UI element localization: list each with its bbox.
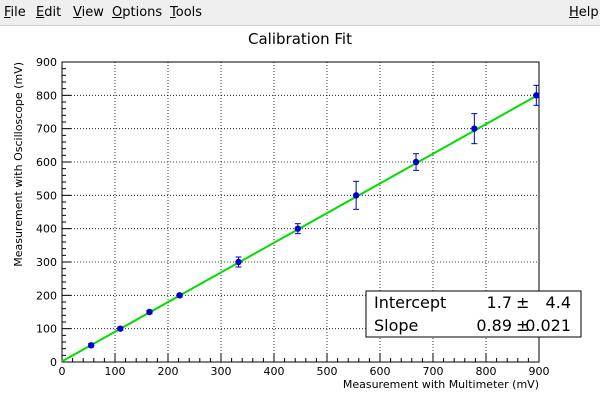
point-marker (412, 158, 420, 166)
menu-file[interactable]: File (4, 5, 26, 20)
y-tick-label: 900 (36, 56, 57, 69)
x-axis-label: Measurement with Multimeter (mV) (343, 378, 539, 391)
data-point (117, 325, 124, 332)
x-tick-label: 300 (211, 365, 232, 378)
point-marker (176, 292, 183, 299)
x-tick-label: 0 (59, 365, 66, 378)
x-tick-label: 200 (158, 365, 179, 378)
fit-param-pm-intercept: ± (516, 293, 529, 312)
y-tick-label: 700 (36, 123, 57, 136)
fit-param-label-slope: Slope (374, 316, 418, 335)
y-tick-label: 400 (36, 223, 57, 236)
data-point (412, 153, 420, 171)
point-marker (294, 225, 302, 232)
data-point (146, 308, 153, 316)
data-point (87, 342, 95, 349)
point-layer (87, 84, 540, 349)
point-marker (146, 308, 153, 316)
menu-bar: File Edit View Options Tools Help (0, 0, 600, 26)
y-tick-label: 500 (36, 189, 57, 202)
data-point (352, 180, 360, 210)
menu-edit[interactable]: Edit (36, 5, 62, 20)
fit-param-label-intercept: Intercept (374, 293, 446, 312)
y-axis-label: Measurement with Oscilloscope (mV) (12, 62, 25, 267)
fit-results-frame (365, 290, 582, 338)
fit-param-value-intercept: 1.7 (487, 293, 512, 312)
x-tick-label: 900 (529, 365, 550, 378)
x-tick-label: 800 (476, 365, 497, 378)
fit-param-error-slope: 0.021 (525, 316, 571, 335)
data-point (471, 113, 478, 145)
point-marker (235, 258, 242, 266)
plot-canvas[interactable]: Calibration Fit 0 100 200 300 400 500 600 700 80… (0, 26, 600, 400)
fit-results-box: Intercept 1.7 ± 4.4 Slope 0.89 ± 0.021 (365, 290, 582, 338)
menu-tools[interactable]: Tools (170, 5, 203, 20)
y-tick-label: 100 (36, 323, 57, 336)
fit-param-value-slope: 0.89 (476, 316, 512, 335)
chart-title: Calibration Fit (248, 30, 352, 48)
y-tick-label: 600 (36, 156, 57, 169)
y-tick-label: 0 (50, 356, 57, 369)
point-marker (533, 92, 540, 99)
tick-layer: 0 100 200 300 400 500 600 700 800 900 0 100 200 300 40… (36, 56, 550, 378)
x-tick-label: 700 (423, 365, 444, 378)
point-marker (117, 325, 124, 332)
data-point (294, 223, 302, 235)
menu-help[interactable]: Help (569, 5, 599, 20)
plot-frame (61, 61, 540, 363)
data-point (176, 292, 183, 299)
menu-view[interactable]: View (73, 5, 104, 20)
x-tick-label: 400 (264, 365, 285, 378)
data-point (533, 84, 540, 106)
menu-options[interactable]: Options (112, 5, 163, 20)
fit-param-error-intercept: 4.4 (546, 293, 571, 312)
y-tick-label: 800 (36, 89, 57, 102)
point-marker (471, 125, 478, 132)
y-tick-label: 200 (36, 289, 57, 302)
data-point (235, 256, 242, 268)
x-tick-label: 600 (370, 365, 391, 378)
point-marker (87, 342, 95, 349)
calibration-chart: Calibration Fit 0 100 200 300 400 500 600 700 80… (12, 30, 582, 391)
y-tick-label: 300 (36, 256, 57, 269)
fit-param-pm-slope: ± (516, 316, 529, 335)
x-tick-label: 100 (105, 365, 126, 378)
x-tick-label: 500 (317, 365, 338, 378)
point-marker (352, 192, 360, 199)
